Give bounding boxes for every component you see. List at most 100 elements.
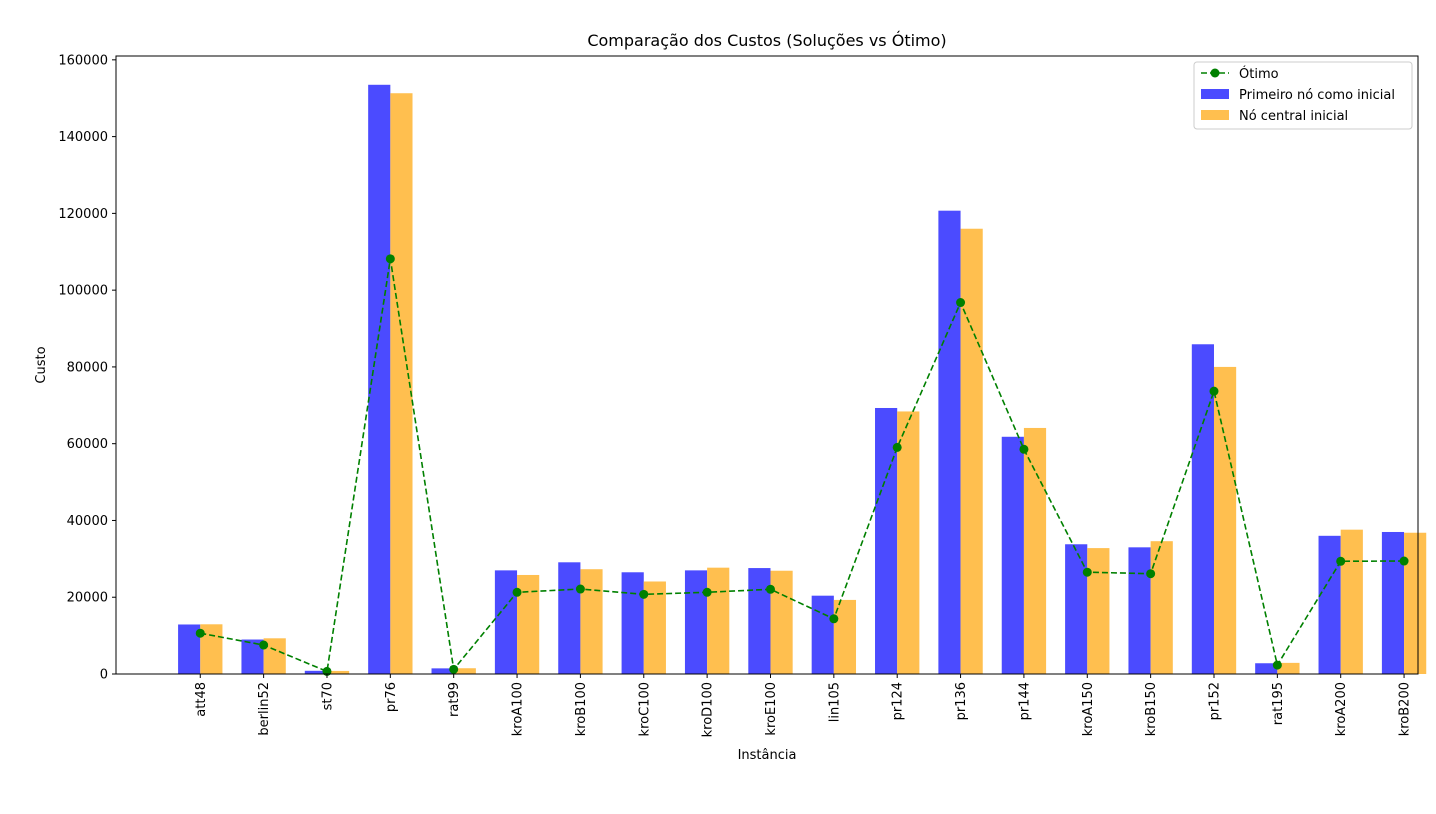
- x-tick-label: kroB150: [1144, 682, 1159, 736]
- line-otimo: [200, 258, 1405, 673]
- chart-title: Comparação dos Custos (Soluções vs Ótimo…: [587, 31, 946, 50]
- bar-central-st70: [326, 670, 350, 674]
- bar-central-kroB150: [1150, 541, 1173, 674]
- point-otimo-pr136: [956, 298, 966, 308]
- bar-central-rat99: [453, 668, 476, 674]
- legend-label: Primeiro nó como inicial: [1239, 88, 1395, 103]
- bar-central-kroB100: [580, 569, 603, 674]
- bar-central-pr136: [960, 228, 983, 675]
- bar-primeiro-rat99: [431, 668, 454, 674]
- bar-primeiro-st70: [304, 670, 327, 674]
- y-tick-label: 0: [100, 668, 108, 683]
- legend: Ótimo Primeiro nó como inicial Nó central …: [1193, 61, 1413, 130]
- x-tick-label: kroB100: [574, 682, 589, 736]
- bar-primeiro-pr136: [938, 210, 961, 674]
- y-tick-label: 140000: [58, 130, 108, 145]
- y-tick-label: 120000: [58, 207, 108, 222]
- x-tick-label: kroD100: [701, 682, 716, 737]
- bar-primeiro-rat195: [1255, 663, 1278, 674]
- bar-primeiro-kroD100: [684, 570, 708, 674]
- legend-label: Nó central inicial: [1239, 109, 1348, 124]
- bar-central-lin105: [833, 599, 857, 674]
- x-tick-label: berlin52: [257, 682, 272, 736]
- point-otimo-pr152: [1209, 386, 1219, 396]
- x-tick-label: rat99: [447, 682, 462, 717]
- bar-primeiro-att48: [178, 624, 201, 674]
- bar-primeiro-pr124: [875, 407, 898, 674]
- point-otimo-kroB100: [575, 584, 585, 594]
- bar-central-kroA150: [1087, 548, 1110, 674]
- bar-central-kroD100: [707, 567, 730, 674]
- y-tick-label: 100000: [58, 284, 108, 299]
- bar-primeiro-pr152: [1191, 344, 1214, 674]
- y-tick-label: 20000: [67, 591, 108, 606]
- x-tick-label: pr76: [384, 682, 399, 712]
- point-otimo-berlin52: [259, 640, 269, 650]
- point-otimo-lin105: [829, 614, 839, 624]
- x-tick-label: pr144: [1017, 682, 1032, 720]
- legend-label: Ótimo: [1239, 66, 1279, 82]
- axes: 0 20000 40000 60000 80000 100000 120000 140000 1…: [58, 53, 1419, 737]
- point-otimo-pr124: [892, 442, 902, 452]
- bar-central-kroC100: [643, 581, 666, 674]
- point-otimo-kroA200: [1336, 556, 1346, 566]
- bar-primeiro-kroB100: [558, 562, 581, 674]
- bar-central-rat195: [1277, 662, 1300, 674]
- point-otimo-kroA100: [512, 587, 522, 597]
- x-tick-label: lin105: [827, 682, 842, 722]
- y-tick-label: 160000: [58, 53, 108, 68]
- bar-central-kroB200: [1404, 532, 1427, 674]
- x-tick-label: pr124: [891, 682, 906, 720]
- bar-primeiro-kroB150: [1128, 547, 1151, 674]
- y-axis-label: Custo: [34, 346, 49, 383]
- y-tick-label: 40000: [67, 514, 108, 529]
- bar-primeiro-kroA200: [1318, 535, 1341, 674]
- bar-central-att48: [200, 624, 223, 674]
- bar-central-berlin52: [263, 638, 286, 674]
- point-otimo-pr144: [1019, 444, 1029, 454]
- x-tick-label: pr136: [954, 682, 969, 720]
- bar-primeiro-pr76: [368, 84, 391, 675]
- point-otimo-kroC100: [639, 589, 649, 599]
- legend-swatch-primeiro: [1201, 89, 1229, 99]
- y-tick-label: 60000: [67, 437, 108, 452]
- bar-primeiro-pr144: [1001, 436, 1024, 674]
- legend-swatch-central: [1201, 110, 1229, 120]
- x-tick-label: kroE100: [764, 682, 779, 736]
- x-tick-label: kroB200: [1398, 682, 1413, 736]
- bar-primeiro-kroA100: [494, 570, 518, 674]
- x-tick-label: att48: [194, 682, 209, 717]
- bar-central-pr76: [390, 93, 413, 675]
- legend-box: [1193, 61, 1413, 130]
- bar-primeiro-kroA150: [1065, 544, 1088, 674]
- x-tick-label: kroA200: [1334, 682, 1349, 736]
- x-tick-label: kroC100: [637, 682, 652, 736]
- bar-central-kroA200: [1340, 529, 1363, 674]
- bar-primeiro-kroB200: [1381, 531, 1405, 674]
- plot-frame: [115, 55, 1419, 675]
- point-otimo-pr76: [385, 254, 395, 264]
- bar-primeiro-kroE100: [748, 568, 771, 674]
- bar-central-pr144: [1023, 427, 1047, 674]
- plot-area: [178, 84, 1427, 676]
- bar-central-kroE100: [770, 570, 793, 674]
- x-tick-label: kroA150: [1081, 682, 1096, 736]
- point-otimo-kroB150: [1146, 569, 1156, 579]
- bar-central-kroA100: [517, 574, 540, 674]
- y-tick-label: 80000: [67, 360, 108, 375]
- point-otimo-kroA150: [1082, 567, 1092, 577]
- point-otimo-kroB200: [1399, 556, 1409, 566]
- x-tick-label: kroA100: [511, 682, 526, 736]
- point-otimo-rat99: [449, 664, 459, 674]
- bar-primeiro-kroC100: [621, 572, 644, 674]
- point-otimo-att48: [195, 628, 205, 638]
- point-otimo-kroE100: [765, 584, 775, 594]
- point-otimo-rat195: [1272, 660, 1282, 670]
- x-tick-label: pr152: [1207, 682, 1222, 720]
- x-tick-label: rat195: [1271, 682, 1286, 725]
- x-axis-label: Instância: [738, 748, 797, 763]
- x-tick-label: st70: [320, 682, 335, 710]
- bar-primeiro-berlin52: [241, 639, 264, 674]
- bar-central-pr152: [1213, 366, 1237, 674]
